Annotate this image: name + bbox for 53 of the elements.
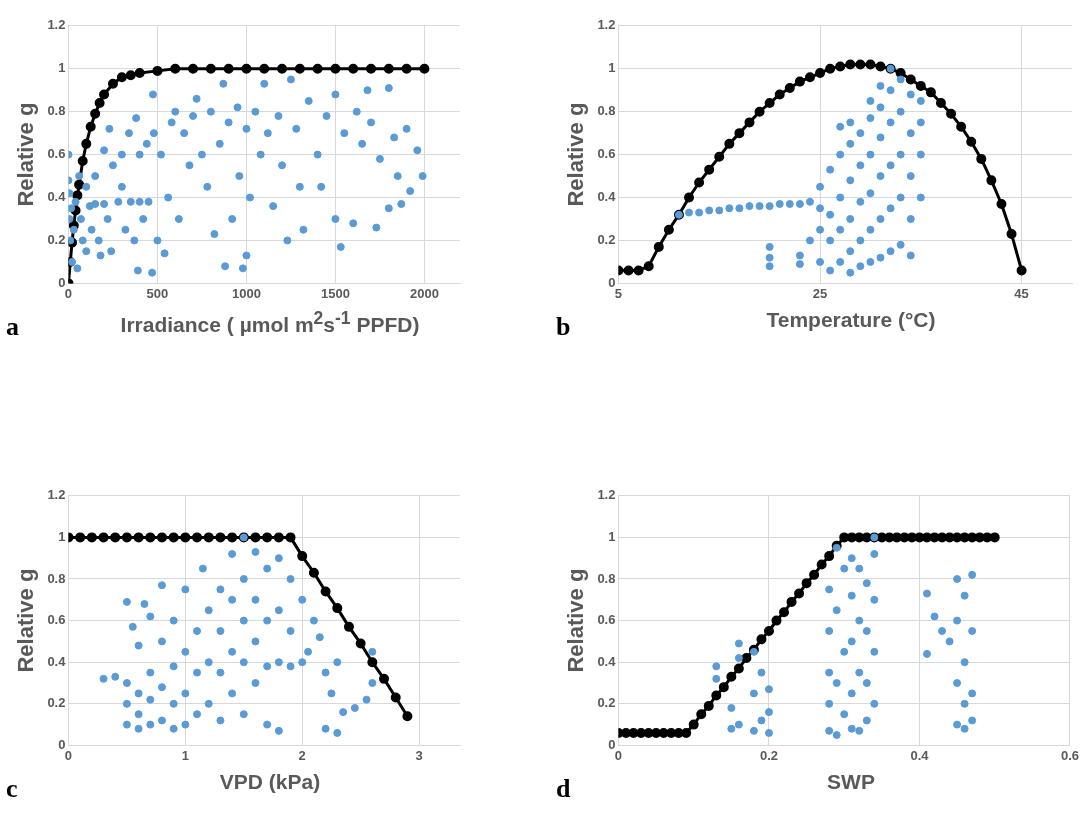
y-tick-label: 0 <box>608 274 616 290</box>
y-tick-label: 0 <box>58 274 66 290</box>
y-tick-label: 0.6 <box>597 612 616 628</box>
y-tick-label: 0.2 <box>597 232 616 248</box>
y-tick-label: 1.2 <box>597 487 616 503</box>
x-tick-label: 1 <box>181 747 189 763</box>
y-tick-label: 0.6 <box>597 146 616 162</box>
y-tick-label: 1 <box>58 60 66 76</box>
text: c <box>6 774 18 804</box>
y-tick-label: 0 <box>58 736 66 752</box>
y-axis-title: Relative g <box>13 568 39 673</box>
x-tick-label: 2 <box>298 747 306 763</box>
text: a <box>6 312 19 342</box>
y-tick-label: 0.8 <box>597 103 616 119</box>
x-tick-label: 500 <box>146 285 169 301</box>
y-tick-label: 0.8 <box>47 570 66 586</box>
x-tick-label: 0.4 <box>910 747 930 763</box>
x-tick-label: 25 <box>812 285 828 301</box>
x-tick-label: 3 <box>415 747 423 763</box>
y-tick-label: 0.4 <box>597 189 617 205</box>
y-tick-label: 1 <box>58 528 66 544</box>
x-axis-title: Irradiance ( µmol m$^{2}$s$^{-1}$ PPFD) <box>119 308 421 337</box>
y-tick-label: 1.2 <box>597 17 616 33</box>
text: b <box>556 312 571 342</box>
x-axis-title: SWP <box>826 770 876 794</box>
y-tick-label: 0 <box>608 736 616 752</box>
x-tick-label: 2000 <box>409 285 439 301</box>
x-axis-title: VPD (kPa) <box>218 770 322 794</box>
x-tick-label: 1500 <box>320 285 350 301</box>
text: d <box>556 774 571 804</box>
y-tick-label: 0.4 <box>597 653 617 669</box>
y-tick-label: 0.8 <box>597 570 616 586</box>
y-tick-label: 1.2 <box>47 487 66 503</box>
x-tick-label: 5 <box>614 285 623 301</box>
y-axis-title: Relative g <box>13 102 39 207</box>
x-tick-label: 0.2 <box>759 747 779 763</box>
y-tick-label: 0.2 <box>47 232 66 248</box>
y-tick-label: 1 <box>608 528 616 544</box>
y-axis-title: Relative g <box>563 102 589 207</box>
x-tick-label: 45 <box>1014 285 1029 301</box>
y-tick-label: 0.6 <box>47 612 66 628</box>
y-tick-label: 1.2 <box>47 17 66 33</box>
y-tick-label: 0.2 <box>47 695 66 711</box>
y-tick-label: 0.8 <box>47 103 66 119</box>
x-axis-title: Temperature (°C) <box>765 308 937 332</box>
y-tick-label: 1 <box>608 60 616 76</box>
y-tick-label: 0.2 <box>597 695 616 711</box>
x-tick-label: 1000 <box>231 285 261 301</box>
x-tick-label: 0.6 <box>1060 747 1079 763</box>
y-tick-label: 0.6 <box>47 146 66 162</box>
y-axis-title: Relative g <box>563 568 589 673</box>
y-tick-label: 0.4 <box>47 653 67 669</box>
y-tick-label: 0.4 <box>47 189 67 205</box>
